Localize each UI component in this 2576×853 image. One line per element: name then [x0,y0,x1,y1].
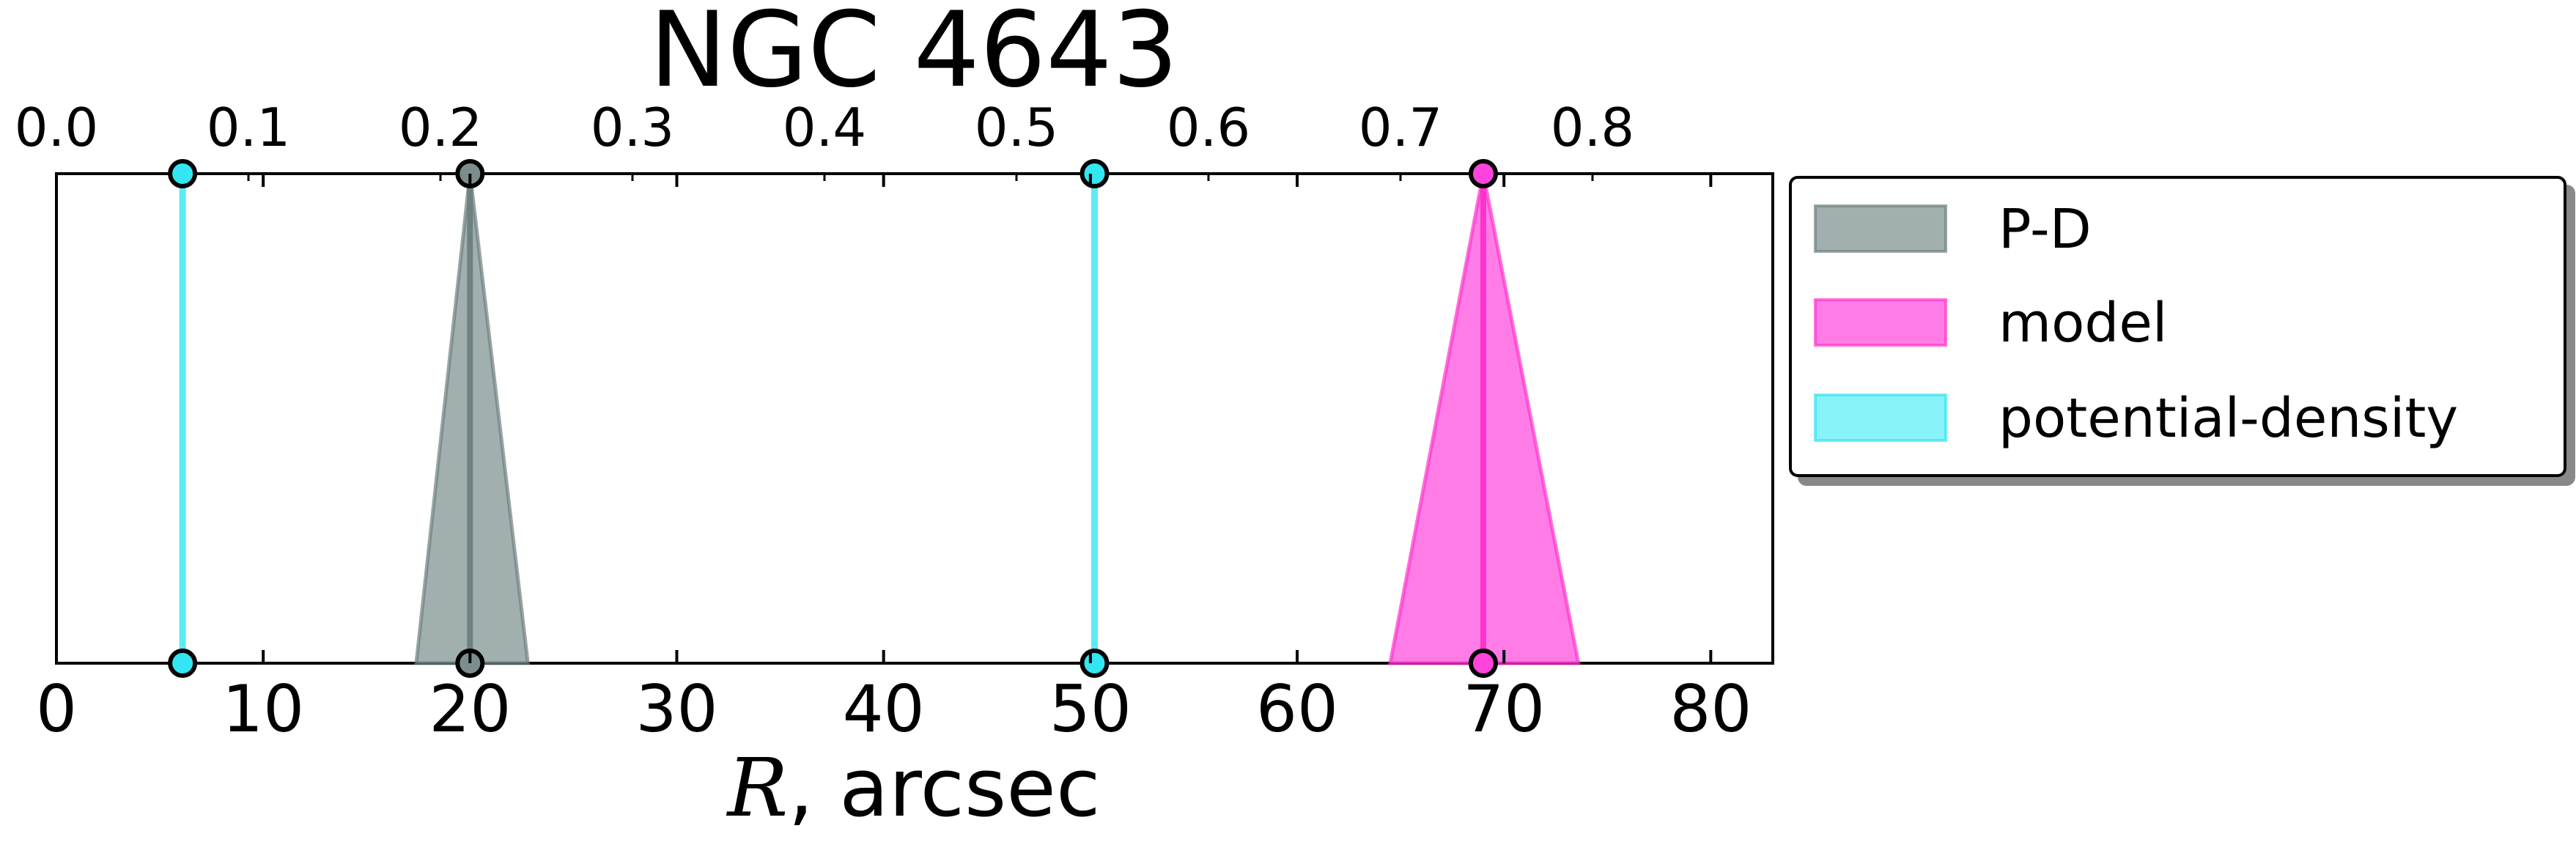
x-tick-label: 50 [1049,671,1132,747]
series-marker-bottom-model [1468,649,1498,678]
data-layer [168,159,1581,678]
x-tick-label: 70 [1463,671,1545,747]
legend-label-potential-density: potential-density [1999,387,2458,450]
top-tick-label: 0.7 [1359,97,1443,158]
legend-items: P-D model potential-density [1814,198,2458,450]
top-axis: 0.0 0.1 0.2 0.3 0.4 0.5 0.6 0.7 0.8 [15,97,1634,181]
top-tick-label: 0.5 [975,97,1059,158]
top-tick-label: 0.0 [15,97,99,158]
legend-swatch-P-D [1814,204,1947,253]
x-tick-label: 60 [1256,671,1338,747]
x-tick-label: 0 [36,671,77,747]
series-marker-top-model [1468,159,1498,188]
legend-box [1789,176,2566,477]
top-tick-label: 0.3 [591,97,675,158]
bottom-axis: 0 10 20 30 40 50 60 70 80 [36,174,1752,747]
top-tick-label: 0.8 [1551,97,1635,158]
legend-swatch-model [1814,298,1947,347]
series-marker-bottom-potential-density [1080,649,1110,678]
series-marker-top-potential-density [168,159,198,188]
series-marker-bottom-potential-density [168,649,198,678]
x-tick-label: 30 [636,671,718,747]
x-tick-label: 10 [222,671,304,747]
x-tick-label: 20 [429,671,511,747]
x-tick-label: 80 [1669,671,1752,747]
legend-swatch-potential-density [1814,394,1947,442]
legend-label-P-D: P-D [1999,198,2092,261]
series-marker-top-potential-density [1080,159,1110,188]
top-tick-label: 0.4 [783,97,867,158]
top-tick-label: 0.6 [1167,97,1251,158]
legend: P-D model potential-density [1789,176,2566,477]
x-tick-label: 40 [843,671,925,747]
x-axis-label: R, arcsec [726,741,1101,835]
top-tick-label: 0.1 [207,97,291,158]
top-tick-label: 0.2 [399,97,483,158]
chart-title: NGC 4643 [649,0,1178,111]
legend-label-model: model [1999,292,2167,355]
